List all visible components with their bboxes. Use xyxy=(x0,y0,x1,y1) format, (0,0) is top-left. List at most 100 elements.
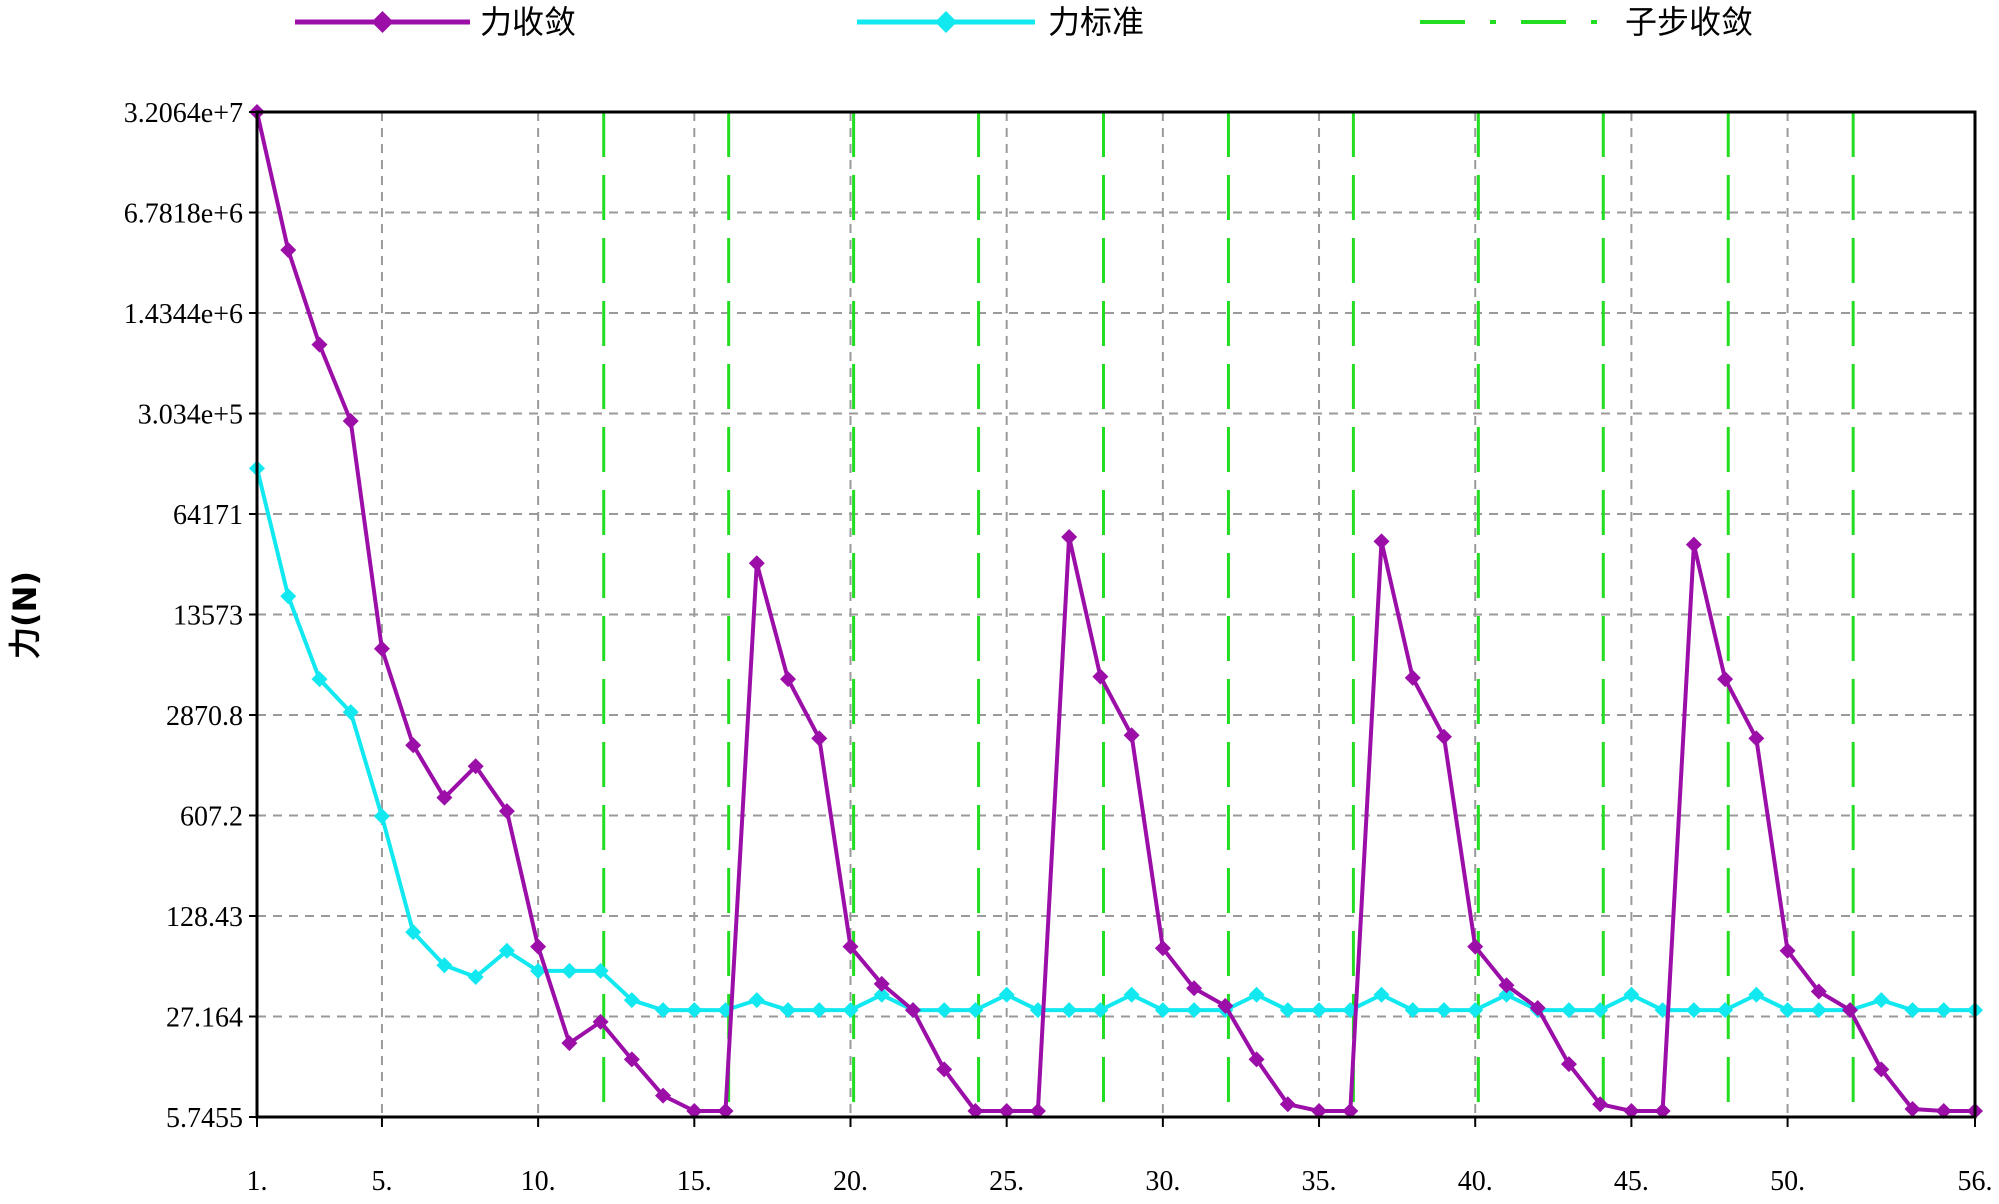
data-point xyxy=(1154,1002,1171,1019)
data-point xyxy=(592,962,609,979)
x-tick-label: 25. xyxy=(989,1166,1024,1197)
y-ticks: 3.2064e+7 6.7818e+6 1.4344e+6 3.034e+5 64171… xyxy=(124,98,257,1134)
data-point xyxy=(686,1002,703,1019)
data-point xyxy=(1467,1002,1484,1019)
data-point xyxy=(1748,730,1765,747)
data-point xyxy=(1342,1103,1359,1119)
data-point xyxy=(1685,536,1702,553)
data-point xyxy=(1498,977,1515,994)
data-point xyxy=(1810,1002,1827,1019)
series-force-convergence xyxy=(249,104,1983,1119)
data-point xyxy=(1311,1002,1328,1019)
data-point xyxy=(1373,533,1390,550)
data-point xyxy=(1061,1002,1078,1019)
data-point xyxy=(1717,1002,1734,1019)
data-point xyxy=(467,969,484,986)
data-point xyxy=(373,640,390,657)
data-point xyxy=(873,975,890,992)
x-tick-label: 5. xyxy=(371,1166,392,1197)
data-point xyxy=(1186,1002,1203,1019)
x-tick-label: 15. xyxy=(677,1166,712,1197)
data-point xyxy=(1248,986,1265,1003)
data-point xyxy=(623,1051,640,1068)
x-tick-label: 30. xyxy=(1145,1166,1180,1197)
data-point xyxy=(655,1002,672,1019)
data-point xyxy=(1623,986,1640,1003)
data-point xyxy=(1779,1002,1796,1019)
x-tick-label: 56. xyxy=(1958,1166,1993,1197)
data-point xyxy=(998,1103,1015,1119)
data-point xyxy=(811,1002,828,1019)
data-point xyxy=(686,1103,703,1119)
data-point xyxy=(717,1103,734,1119)
data-point xyxy=(467,758,484,775)
y-tick-label: 6.7818e+6 xyxy=(124,199,243,230)
data-point xyxy=(1935,1103,1952,1119)
data-point xyxy=(436,789,453,806)
series-line xyxy=(255,111,1975,1113)
data-point xyxy=(1904,1101,1921,1118)
data-point xyxy=(967,1002,984,1019)
data-point xyxy=(811,730,828,747)
data-point xyxy=(1311,1103,1328,1119)
y-tick-label: 2870.8 xyxy=(166,701,243,732)
data-point xyxy=(1685,1002,1702,1019)
x-ticks: 1. 5. 10. 15. 20. 25. 30. 35. 40. 45. 50. 56. xyxy=(247,1117,1993,1197)
data-point xyxy=(1717,671,1734,688)
data-point xyxy=(748,992,765,1009)
data-point xyxy=(1935,1002,1952,1019)
data-point xyxy=(1654,1103,1671,1119)
legend-marker xyxy=(371,11,394,33)
legend-item: 力收敛 xyxy=(295,3,576,41)
data-point xyxy=(405,737,422,754)
series-line xyxy=(255,467,1975,1013)
data-point xyxy=(873,986,890,1003)
x-tick-label: 45. xyxy=(1614,1166,1649,1197)
data-point xyxy=(780,1002,797,1019)
data-point xyxy=(1748,986,1765,1003)
data-point xyxy=(936,1002,953,1019)
data-point xyxy=(342,413,359,430)
data-point xyxy=(373,808,390,825)
data-point xyxy=(1123,727,1140,744)
data-point xyxy=(1404,669,1421,686)
y-axis-title: 力(N) xyxy=(6,571,44,659)
legend-label: 子步收敛 xyxy=(1625,3,1753,41)
data-point xyxy=(967,1103,984,1119)
legend-label: 力标准 xyxy=(1048,3,1144,41)
x-tick-label: 10. xyxy=(521,1166,556,1197)
data-point xyxy=(498,803,515,820)
x-tick-label: 20. xyxy=(833,1166,868,1197)
data-point xyxy=(1904,1002,1921,1019)
data-point xyxy=(311,671,328,688)
y-tick-label: 607.2 xyxy=(180,802,243,833)
data-point xyxy=(1529,999,1546,1016)
data-point xyxy=(1092,1002,1109,1019)
y-tick-label: 27.164 xyxy=(166,1003,243,1034)
data-point xyxy=(1279,1096,1296,1113)
data-point xyxy=(655,1087,672,1104)
data-point xyxy=(1435,728,1452,745)
data-point xyxy=(1842,1002,1859,1019)
data-point xyxy=(280,241,297,258)
data-point xyxy=(1873,992,1890,1009)
series-force-criterion xyxy=(249,460,1983,1019)
y-tick-label: 128.43 xyxy=(166,902,243,933)
data-point xyxy=(311,336,328,353)
legend: 力收敛 力标准 子步收敛 xyxy=(295,3,1753,41)
plot-series xyxy=(249,104,1983,1119)
data-point xyxy=(842,938,859,955)
data-point xyxy=(592,1013,609,1030)
data-point xyxy=(623,992,640,1009)
data-point xyxy=(1154,940,1171,957)
y-tick-label: 3.2064e+7 xyxy=(124,98,243,129)
data-point xyxy=(1560,1002,1577,1019)
data-point xyxy=(1186,980,1203,997)
data-point xyxy=(498,942,515,959)
data-point xyxy=(1810,983,1827,1000)
data-point xyxy=(1092,668,1109,685)
data-point xyxy=(1217,997,1234,1014)
data-point xyxy=(780,671,797,688)
data-point xyxy=(998,986,1015,1003)
data-point xyxy=(904,1002,921,1019)
